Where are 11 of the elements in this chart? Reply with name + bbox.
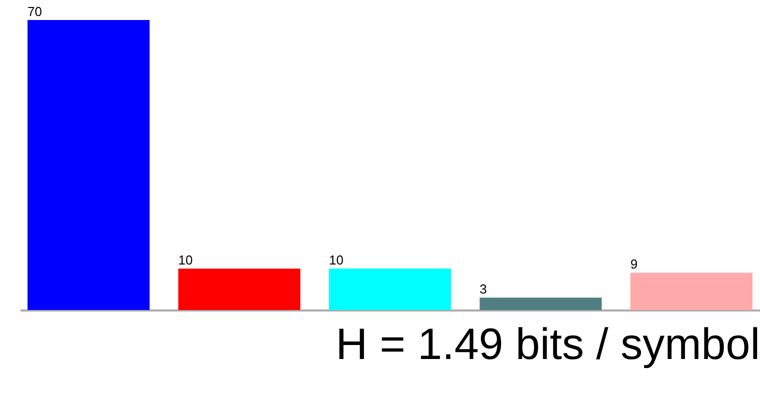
data-label: 10 (178, 252, 193, 268)
data-label: 70 (28, 4, 42, 19)
data-label: 10 (328, 252, 344, 268)
text: H = 1.49 bits / symbol (336, 320, 760, 369)
data-label: 3 (480, 282, 487, 297)
bar (178, 268, 300, 310)
bar (630, 272, 752, 310)
data-label: 9 (630, 256, 638, 272)
bar (480, 298, 602, 310)
bar (28, 20, 150, 310)
bar (328, 268, 452, 310)
